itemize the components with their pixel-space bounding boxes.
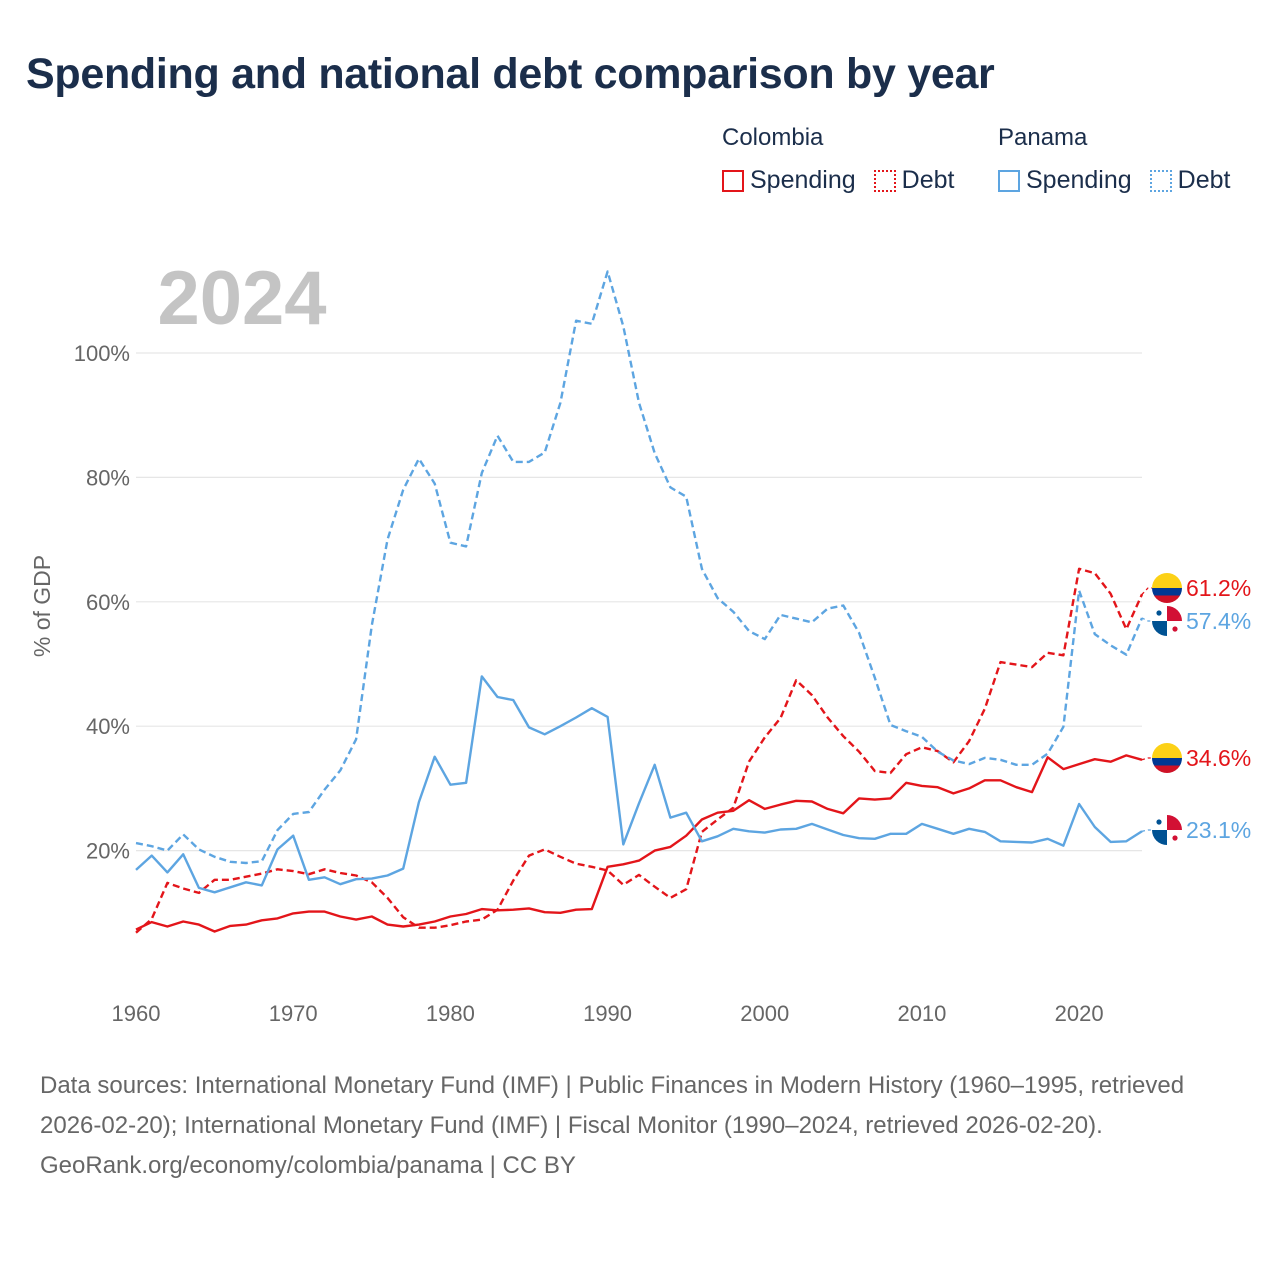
end-label-colombia-debt: 61.2% bbox=[1186, 575, 1251, 601]
x-tick-label: 1970 bbox=[269, 1001, 318, 1026]
end-connector bbox=[1141, 757, 1152, 761]
end-connector bbox=[1141, 829, 1152, 832]
legend-item-panama-spending[interactable]: Spending bbox=[998, 166, 1132, 195]
x-tick-label: 2000 bbox=[740, 1001, 789, 1026]
chart-title: Spending and national debt comparison by… bbox=[26, 50, 995, 98]
y-tick-label: 40% bbox=[86, 714, 130, 739]
credit-link[interactable]: GeoRank.org/economy/colombia/panama | CC… bbox=[40, 1152, 576, 1179]
footer: Data sources: International Monetary Fun… bbox=[40, 1066, 1250, 1186]
colombia-flag-icon bbox=[1152, 573, 1182, 603]
chart-plot: 2024 % of GDP 20% 40% 60% 80% 100% 1960 1970 19… bbox=[29, 256, 1251, 1026]
legend-country-panama: Panama bbox=[998, 124, 1088, 151]
legend-swatch-solid-icon bbox=[998, 169, 1020, 192]
end-label-colombia-spending: 34.6% bbox=[1186, 745, 1251, 771]
y-tick-label: 80% bbox=[86, 465, 130, 490]
y-tick-label: 60% bbox=[86, 590, 130, 615]
legend-label: Spending bbox=[1026, 166, 1132, 194]
series-line-panama-spending bbox=[135, 675, 1143, 894]
data-sources: Data sources: International Monetary Fun… bbox=[40, 1072, 1185, 1139]
end-connector bbox=[1141, 587, 1152, 595]
legend-swatch-dotted-icon bbox=[1149, 169, 1172, 192]
year-label: 2024 bbox=[157, 256, 326, 341]
panama-flag-icon bbox=[1152, 815, 1182, 845]
x-tick-label: 2010 bbox=[897, 1001, 946, 1026]
legend-country-colombia: Colombia bbox=[722, 124, 824, 151]
x-tick-label: 1980 bbox=[426, 1001, 475, 1026]
legend-item-colombia-spending[interactable]: Spending bbox=[722, 166, 856, 195]
end-label-panama-spending: 23.1% bbox=[1186, 817, 1251, 843]
series-line-panama-debt bbox=[135, 270, 1144, 865]
legend-label: Spending bbox=[750, 166, 856, 194]
x-tick-label: 2020 bbox=[1055, 1001, 1104, 1026]
y-tick-label: 20% bbox=[86, 839, 130, 864]
legend-item-panama-debt[interactable]: Debt bbox=[1149, 166, 1231, 195]
colombia-flag-icon bbox=[1152, 743, 1182, 773]
x-tick-label: 1960 bbox=[112, 1001, 161, 1026]
legend-swatch-solid-icon bbox=[722, 169, 744, 192]
y-axis-title: % of GDP bbox=[29, 555, 55, 657]
legend-group-panama: Panama Spending Debt bbox=[998, 124, 1248, 195]
legend-swatch-dotted-icon bbox=[873, 169, 896, 192]
legend-item-colombia-debt[interactable]: Debt bbox=[873, 166, 955, 195]
end-connector bbox=[1141, 617, 1152, 622]
legend-group-colombia: Colombia Spending Debt bbox=[722, 124, 972, 195]
series-line-colombia-debt bbox=[135, 567, 1144, 934]
end-label-panama-debt: 57.4% bbox=[1186, 608, 1251, 634]
x-tick-label: 1990 bbox=[583, 1001, 632, 1026]
y-tick-label: 100% bbox=[74, 341, 130, 366]
series-line-colombia-spending bbox=[135, 754, 1143, 933]
panama-flag-icon bbox=[1152, 606, 1182, 636]
legend-label: Debt bbox=[1177, 166, 1231, 194]
legend-label: Debt bbox=[901, 166, 955, 194]
